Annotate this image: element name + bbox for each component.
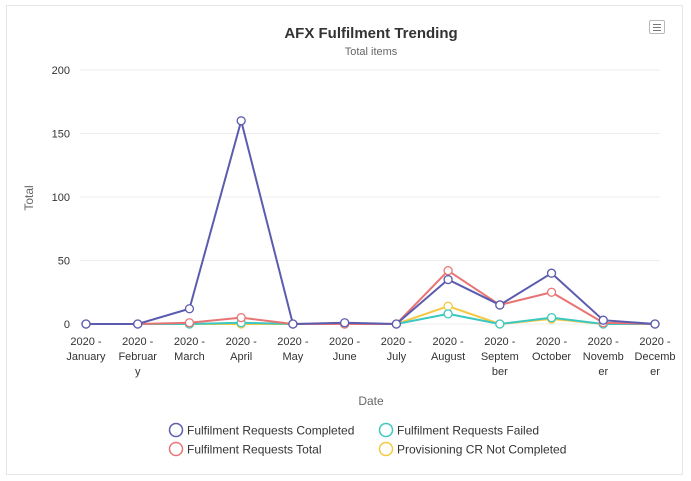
legend-marker-icon — [168, 422, 184, 438]
data-point[interactable] — [443, 301, 453, 311]
legend-item[interactable]: Fulfilment Requests Total — [168, 441, 322, 457]
y-tick-label: 200 — [52, 65, 70, 77]
data-point[interactable] — [546, 312, 557, 323]
x-tick-label: 2020 -August — [431, 336, 465, 363]
x-tick-label: 2020 -July — [381, 336, 413, 363]
data-point[interactable] — [184, 318, 195, 328]
legend-label: Fulfilment Requests Failed — [397, 424, 539, 438]
data-point[interactable] — [339, 318, 350, 328]
chart-title: AFX Fulfilment Trending — [284, 25, 457, 42]
y-tick-label: 0 — [64, 319, 70, 331]
data-point[interactable] — [495, 319, 505, 329]
data-point[interactable] — [236, 116, 246, 126]
data-point[interactable] — [443, 266, 453, 276]
x-tick-label: 2020 -October — [532, 336, 571, 363]
hamburger-menu-icon[interactable] — [649, 20, 665, 34]
y-tick-label: 150 — [52, 129, 70, 141]
legend-label: Fulfilment Requests Total — [187, 443, 322, 457]
legend-item[interactable]: Fulfilment Requests Failed — [378, 422, 540, 438]
x-axis-title: Date — [358, 394, 384, 408]
series-fulfilment-requests-total — [81, 266, 660, 329]
data-point[interactable] — [391, 319, 402, 329]
legend-marker-icon — [168, 441, 184, 457]
data-point[interactable] — [443, 309, 453, 319]
series-line — [86, 269, 656, 325]
data-point[interactable] — [598, 315, 608, 325]
data-point[interactable] — [443, 274, 453, 285]
legend-label: Provisioning CR Not Completed — [397, 443, 566, 457]
y-tick-label: 100 — [52, 192, 70, 204]
y-tick-label: 50 — [58, 256, 70, 268]
data-point[interactable] — [288, 319, 298, 329]
x-tick-label: 2020 -Septem ber — [481, 336, 519, 378]
x-tick-label: 2020 -Februar y — [118, 336, 157, 378]
data-point[interactable] — [133, 319, 143, 329]
x-tick-label: 2020 -May — [277, 336, 309, 363]
x-tick-label: 2020 -Decemb er — [635, 336, 676, 378]
legend-marker-icon — [378, 441, 394, 457]
chart-subtitle: Total items — [345, 46, 398, 58]
x-tick-label: 2020 -April — [226, 336, 258, 363]
y-axis-title: Total — [22, 185, 36, 210]
series-line — [86, 119, 656, 325]
data-point[interactable] — [184, 304, 195, 314]
data-point[interactable] — [81, 319, 91, 329]
data-point[interactable] — [236, 312, 246, 323]
series-fulfilment-requests-failed — [81, 309, 660, 329]
data-point[interactable] — [546, 287, 557, 297]
legend-item[interactable]: Fulfilment Requests Completed — [168, 422, 355, 438]
x-tick-label: 2020 -June — [329, 336, 361, 363]
chart-container — [6, 5, 683, 475]
data-point[interactable] — [495, 300, 505, 310]
data-point[interactable] — [650, 319, 660, 329]
x-tick-label: 2020 -March — [174, 336, 206, 363]
series-fulfilment-requests-completed — [81, 116, 660, 329]
legend-marker-icon — [378, 422, 394, 438]
data-point[interactable] — [546, 268, 557, 278]
legend-item[interactable]: Provisioning CR Not Completed — [378, 441, 567, 457]
x-tick-label: 2020 -January — [66, 336, 106, 363]
x-tick-label: 2020 -Novemb er — [583, 336, 624, 378]
legend-label: Fulfilment Requests Completed — [187, 424, 354, 438]
